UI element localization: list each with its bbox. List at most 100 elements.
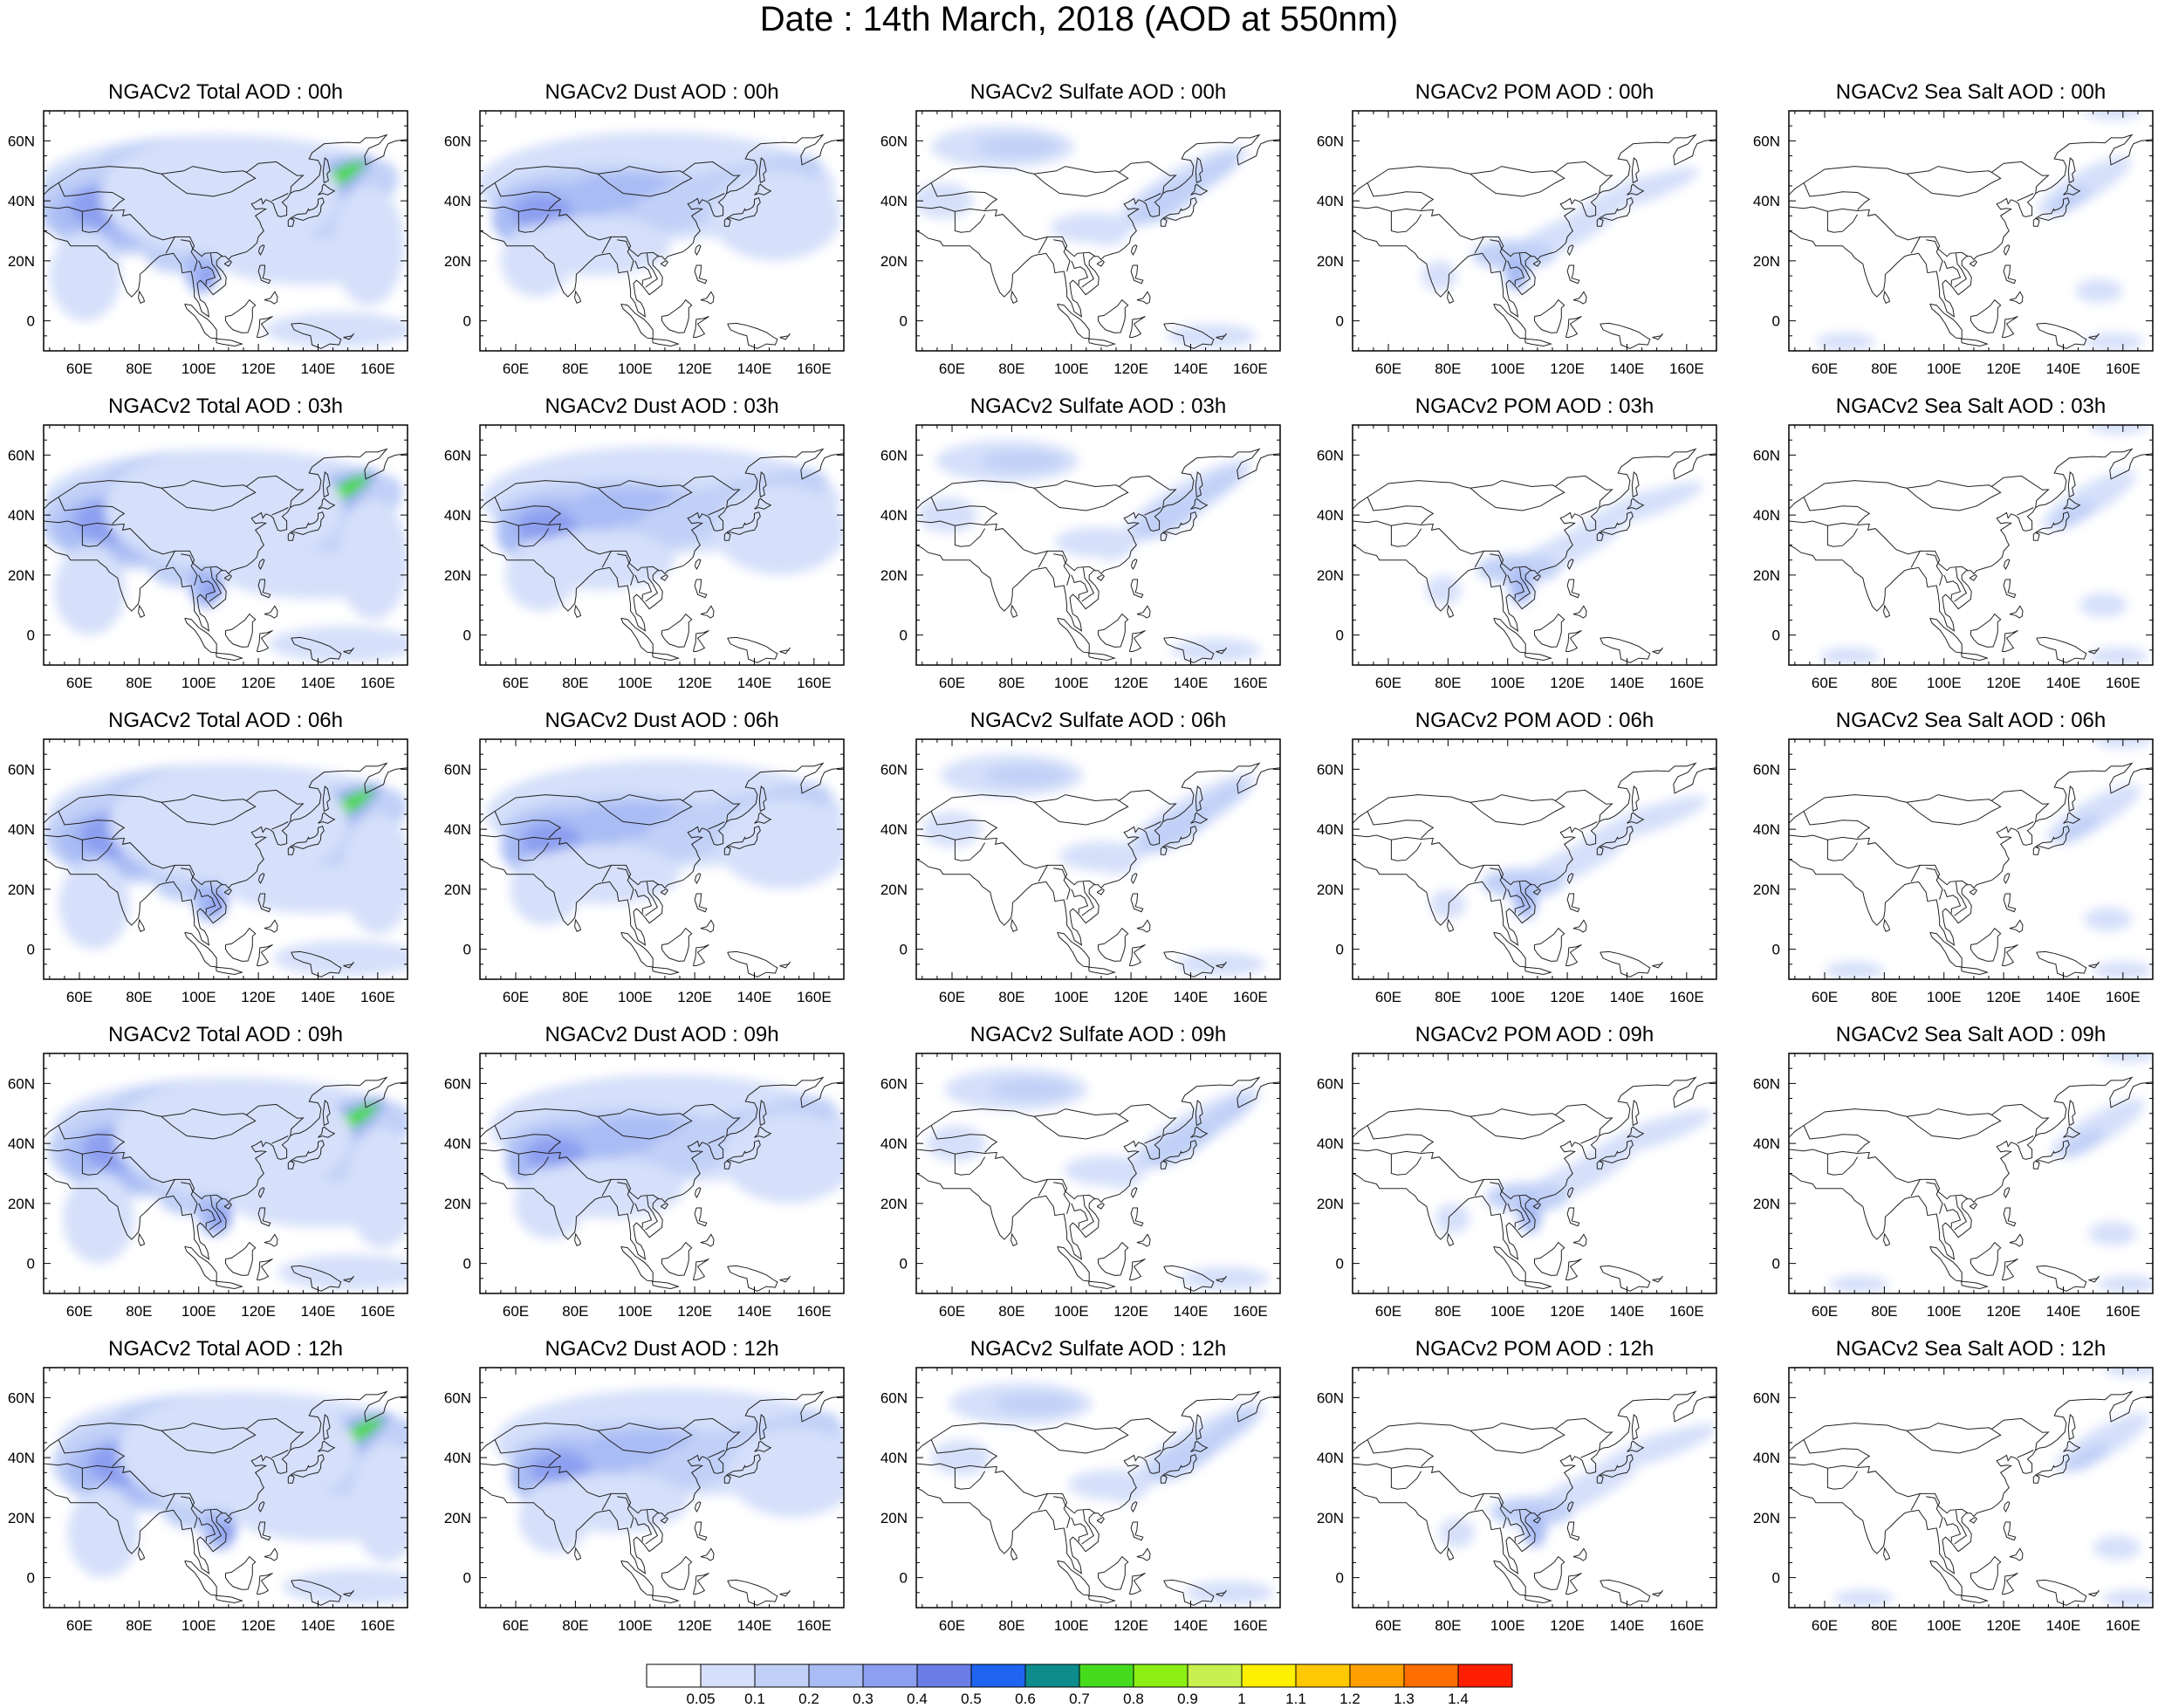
coastline-path (661, 261, 668, 267)
coastline-path (1011, 1548, 1017, 1560)
lon-tick-label: 60E (503, 360, 529, 377)
coastline-path (1475, 1493, 1483, 1510)
lat-tick-label: 0 (463, 942, 471, 958)
lon-tick-label: 80E (562, 675, 588, 691)
coastline-path (1089, 967, 1115, 974)
coastline-path (1804, 1440, 1869, 1467)
coastline-path (701, 292, 714, 304)
lat-tick-label: 40N (1317, 1450, 1344, 1466)
coastline-path (1053, 1497, 1070, 1528)
lon-tick-label: 80E (1871, 1303, 1897, 1320)
lat-tick-label: 20N (8, 567, 35, 584)
aod-blob (985, 765, 1069, 785)
coastline-path (264, 1234, 277, 1246)
coastline-path (695, 1502, 701, 1512)
coastline-path (2004, 1208, 2016, 1226)
lon-tick-label: 80E (126, 1617, 152, 1634)
lon-tick-label: 80E (126, 675, 152, 691)
coastline-path (2010, 292, 2023, 304)
lat-tick-label: 40N (8, 821, 35, 838)
aod-blob (1829, 1275, 1888, 1293)
coastline-path (1367, 183, 1433, 210)
coastline-path (1448, 1234, 1454, 1245)
lat-tick-label: 20N (444, 567, 471, 584)
lat-tick-label: 20N (1753, 253, 1780, 270)
coastline-path (226, 1557, 256, 1590)
lat-tick-label: 60N (8, 1075, 35, 1092)
colorbar-swatch (1404, 1664, 1458, 1687)
aod-field (477, 132, 844, 348)
coastline-path (1011, 920, 1017, 931)
coastline-path (1926, 554, 1942, 586)
coastline-path (653, 967, 679, 974)
coastline-path (1907, 167, 1991, 175)
lon-tick-label: 120E (677, 989, 712, 1005)
aod-field (916, 1068, 1280, 1291)
aod-blob (277, 1254, 427, 1290)
lon-tick-label: 60E (66, 989, 92, 1005)
coastline-path (1367, 1126, 1433, 1153)
colorbar-label: 1.1 (1270, 1691, 1322, 1708)
lat-tick-label: 40N (1317, 193, 1344, 209)
aod-field (914, 126, 1280, 348)
aod-blob (1103, 1170, 1139, 1189)
coastline-path (662, 929, 692, 962)
aod-field (1789, 1359, 2158, 1608)
coastline-path (1525, 967, 1552, 974)
coastline-path (780, 1276, 791, 1282)
aod-blob (2039, 774, 2148, 854)
lon-tick-label: 160E (1669, 360, 1704, 377)
coastline-path (1011, 1234, 1017, 1245)
coastline-path (701, 920, 714, 932)
lat-tick-label: 20N (8, 881, 35, 898)
coastline-path (2002, 1259, 2018, 1280)
coastline-path (1789, 1418, 2048, 1453)
lat-tick-label: 40N (880, 507, 908, 524)
coastline-path (701, 1548, 714, 1561)
coastline-path (780, 962, 791, 968)
coastline-path (1470, 1423, 1555, 1431)
lat-tick-label: 40N (1753, 821, 1780, 838)
coastline-path (139, 292, 145, 303)
lat-tick-label: 40N (1753, 507, 1780, 524)
coastline-path (695, 580, 707, 598)
lat-tick-label: 0 (27, 313, 35, 330)
lon-tick-label: 160E (360, 989, 395, 1005)
aod-blob (264, 312, 414, 347)
lon-tick-label: 120E (1986, 360, 2021, 377)
lon-tick-label: 160E (1233, 675, 1268, 691)
lat-tick-label: 20N (1317, 567, 1344, 584)
lon-tick-label: 160E (2106, 1617, 2141, 1634)
lat-tick-label: 60N (1753, 447, 1780, 463)
colorbar-label: 0.05 (675, 1691, 727, 1708)
colorbar-label: 0.9 (1161, 1691, 1214, 1708)
coastline-path (575, 1234, 581, 1245)
lat-tick-label: 0 (900, 628, 908, 644)
lon-tick-label: 120E (241, 1303, 276, 1320)
coastline-path (1911, 1493, 1920, 1510)
coastline-path (1926, 868, 1942, 900)
lon-tick-label: 60E (939, 989, 965, 1005)
aod-blob (199, 267, 217, 285)
coastline-path (1131, 580, 1143, 598)
lat-tick-label: 20N (880, 881, 908, 898)
lat-tick-label: 0 (1772, 1570, 1780, 1587)
aod-field (44, 1388, 431, 1605)
coastline-path (693, 631, 709, 652)
lon-tick-label: 140E (737, 675, 772, 691)
coastline-path (1137, 920, 1150, 932)
lon-tick-label: 60E (1375, 675, 1401, 691)
coastline-path (1391, 525, 1421, 546)
coastline-path (1804, 183, 1869, 210)
coastline-path (693, 1574, 709, 1595)
panel-title: NGACv2 Total AOD : 12h (8, 1337, 444, 1362)
coastline-path (1600, 637, 1650, 662)
lon-tick-label: 80E (998, 360, 1024, 377)
coastline-path (1827, 525, 1857, 546)
coastline-path (2068, 1101, 2075, 1126)
lon-tick-label: 160E (360, 675, 395, 691)
aod-field (1789, 416, 2153, 665)
lat-tick-label: 60N (1317, 1075, 1344, 1092)
